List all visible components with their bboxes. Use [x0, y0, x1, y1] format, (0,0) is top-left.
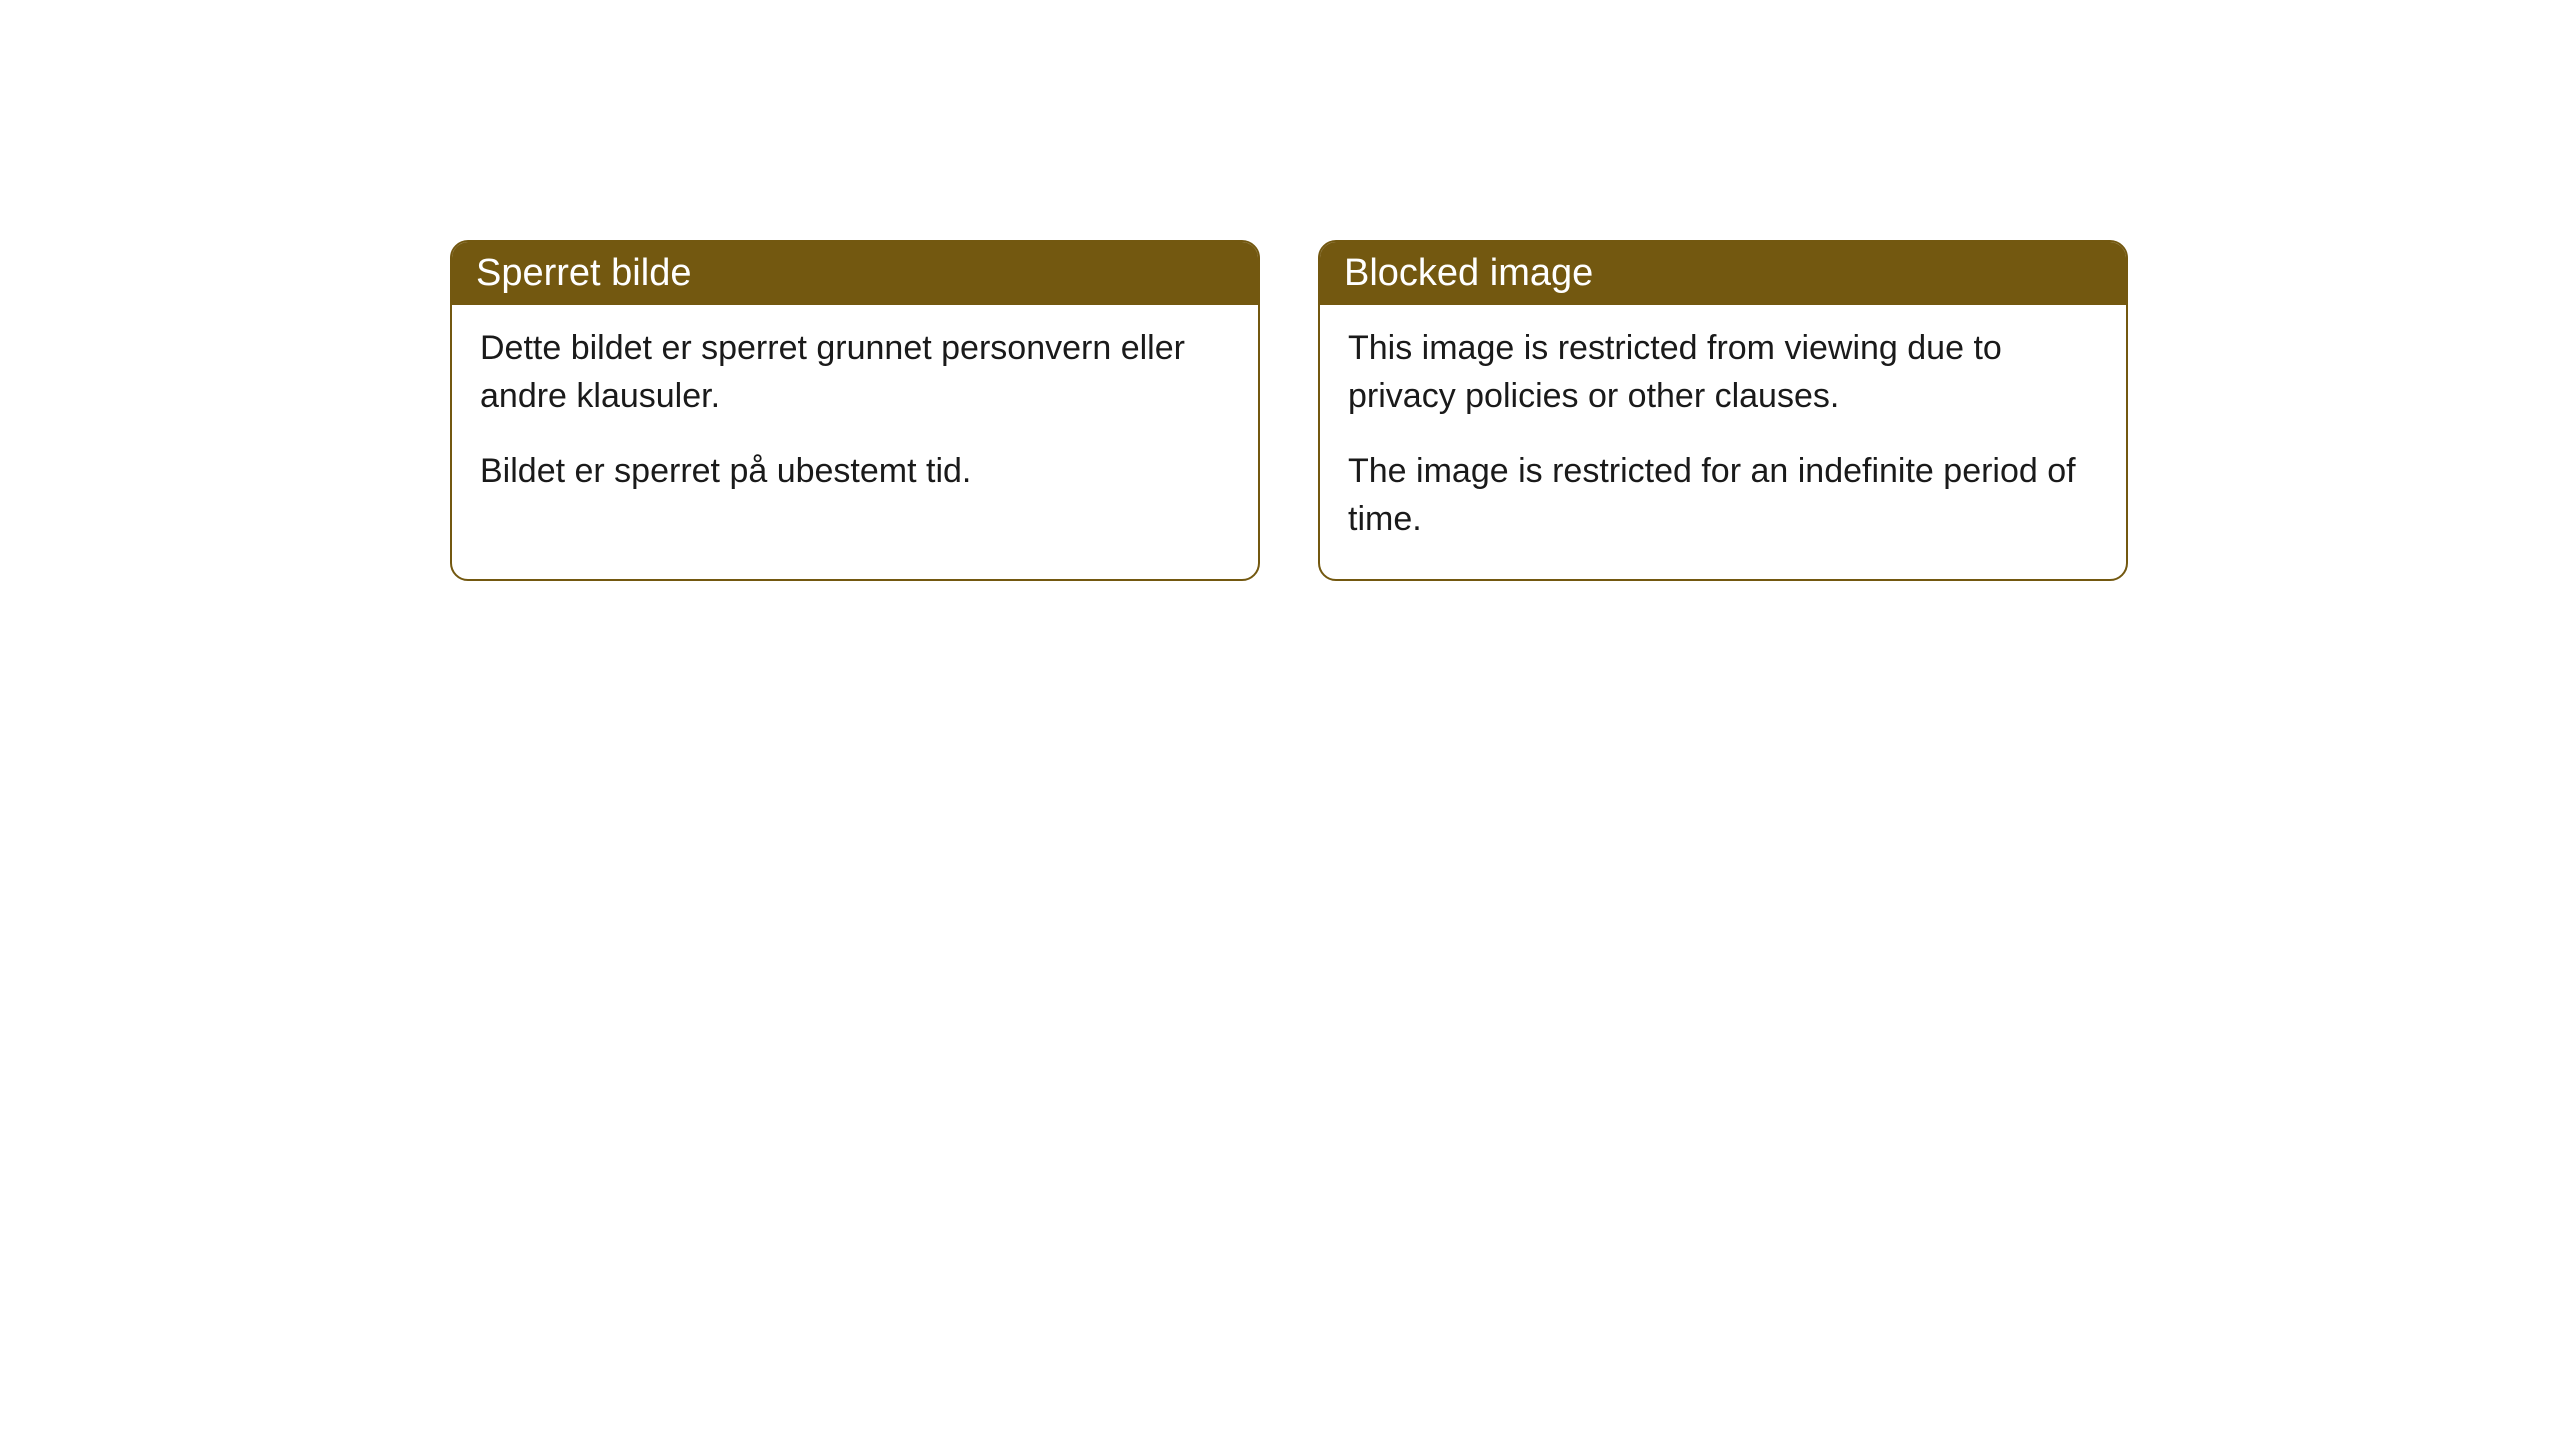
card-paragraph-1: This image is restricted from viewing du…: [1348, 325, 2098, 420]
notice-cards-container: Sperret bilde Dette bildet er sperret gr…: [450, 240, 2560, 581]
blocked-image-card-norwegian: Sperret bilde Dette bildet er sperret gr…: [450, 240, 1260, 581]
card-title: Blocked image: [1344, 252, 1593, 294]
card-paragraph-1: Dette bildet er sperret grunnet personve…: [480, 325, 1230, 420]
card-title: Sperret bilde: [476, 252, 691, 294]
card-paragraph-2: The image is restricted for an indefinit…: [1348, 448, 2098, 543]
card-body-english: This image is restricted from viewing du…: [1320, 305, 2126, 579]
blocked-image-card-english: Blocked image This image is restricted f…: [1318, 240, 2128, 581]
card-header-english: Blocked image: [1320, 242, 2126, 305]
card-paragraph-2: Bildet er sperret på ubestemt tid.: [480, 448, 1230, 496]
card-header-norwegian: Sperret bilde: [452, 242, 1258, 305]
card-body-norwegian: Dette bildet er sperret grunnet personve…: [452, 305, 1258, 532]
